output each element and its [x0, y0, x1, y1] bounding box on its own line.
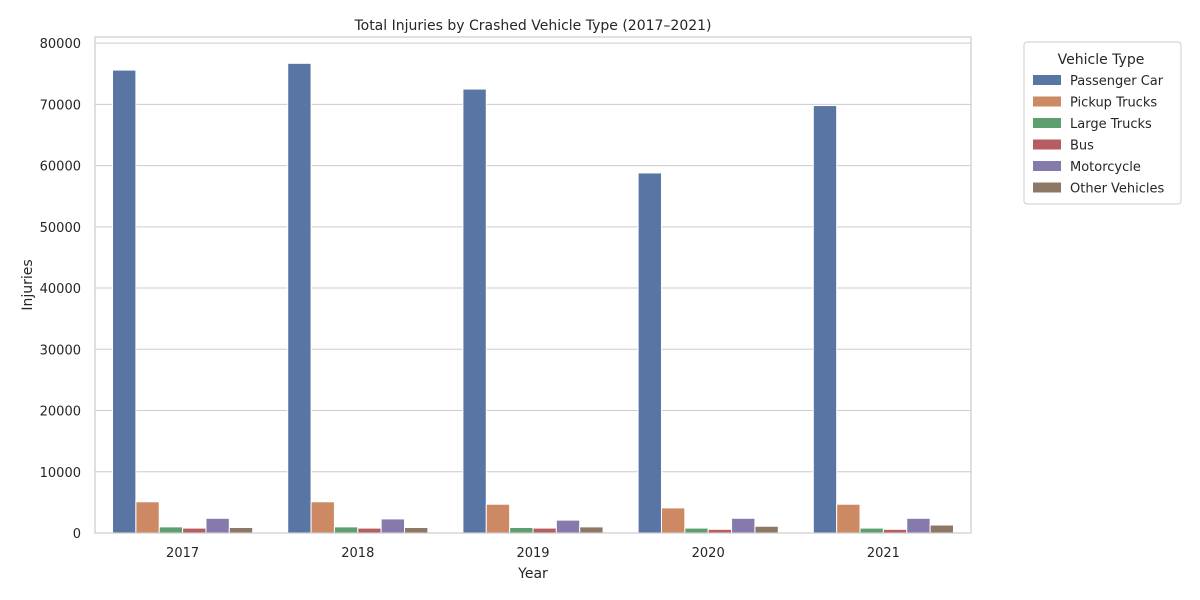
legend-label: Bus — [1070, 139, 1094, 154]
bar-other-vehicles-2017 — [228, 526, 254, 534]
y-tick-label: 10000 — [40, 466, 81, 481]
bar-pickup-trucks-2019 — [485, 503, 511, 534]
x-tick-label: 2018 — [341, 546, 374, 561]
x-tick-label: 2019 — [516, 546, 549, 561]
y-tick-label: 20000 — [40, 405, 81, 420]
bar-bus-2017 — [182, 527, 207, 534]
plot-frame — [94, 36, 972, 534]
bar-other-vehicles-2021 — [929, 524, 954, 534]
y-axis: 0 10000 20000 30000 40000 50000 60000 70000 8000… — [40, 37, 81, 542]
y-tick-label: 40000 — [40, 282, 81, 297]
legend-swatch — [1033, 182, 1061, 193]
legend-swatch — [1033, 139, 1061, 150]
bar-pickup-trucks-2021 — [836, 503, 861, 534]
bar-large-trucks-2021 — [859, 527, 884, 534]
bar-passenger-car-2017 — [112, 69, 137, 534]
bars — [112, 62, 954, 534]
bar-passenger-car-2020 — [637, 172, 662, 534]
bar-other-vehicles-2020 — [754, 525, 779, 534]
legend-swatch — [1033, 96, 1061, 107]
bar-large-trucks-2018 — [333, 526, 359, 534]
y-axis-label: Injuries — [20, 259, 36, 310]
x-axis: 2017 2018 2019 2020 2021 — [166, 546, 900, 561]
legend-label: Motorcycle — [1070, 160, 1141, 175]
bar-other-vehicles-2019 — [579, 526, 604, 534]
legend-label: Passenger Car — [1070, 74, 1164, 89]
x-tick-label: 2020 — [692, 546, 725, 561]
y-tick-label: 50000 — [40, 221, 81, 236]
bar-motorcycle-2017 — [205, 517, 230, 534]
legend-label: Large Trucks — [1070, 117, 1152, 132]
legend: Vehicle Type Passenger Car Pickup Trucks L… — [1023, 41, 1182, 205]
x-tick-label: 2021 — [867, 546, 900, 561]
y-tick-label: 80000 — [40, 37, 81, 52]
bar-large-trucks-2019 — [509, 526, 534, 534]
y-tick-label: 70000 — [40, 98, 81, 113]
bar-motorcycle-2018 — [380, 518, 406, 534]
y-tick-label: 30000 — [40, 343, 81, 358]
legend-label: Other Vehicles — [1070, 182, 1165, 197]
legend-swatch — [1033, 75, 1061, 85]
bar-passenger-car-2018 — [287, 62, 312, 534]
bar-motorcycle-2019 — [555, 519, 581, 534]
bar-large-trucks-2017 — [158, 526, 184, 534]
bar-motorcycle-2021 — [906, 517, 931, 534]
bar-pickup-trucks-2020 — [660, 507, 686, 534]
bar-passenger-car-2019 — [462, 88, 487, 534]
bar-motorcycle-2020 — [731, 517, 756, 534]
y-tick-label: 60000 — [40, 160, 81, 175]
x-tick-label: 2017 — [166, 546, 199, 561]
bar-other-vehicles-2018 — [404, 526, 429, 534]
bar-bus-2019 — [532, 527, 557, 534]
chart-title: Total Injuries by Crashed Vehicle Type (… — [353, 18, 711, 34]
legend-swatch — [1033, 161, 1061, 171]
x-axis-label: Year — [517, 566, 548, 582]
y-tick-label: 0 — [73, 527, 81, 542]
gridlines — [95, 42, 971, 534]
legend-swatch — [1033, 118, 1061, 128]
bar-bus-2018 — [357, 527, 382, 534]
legend-label: Pickup Trucks — [1070, 96, 1157, 111]
legend-frame — [1023, 41, 1182, 205]
legend-items: Passenger Car Pickup Trucks Large Trucks Bu… — [1033, 74, 1165, 197]
bar-pickup-trucks-2018 — [310, 501, 335, 534]
bar-pickup-trucks-2017 — [135, 501, 160, 534]
legend-title: Vehicle Type — [1058, 52, 1145, 68]
bar-passenger-car-2021 — [812, 105, 838, 534]
bar-large-trucks-2020 — [684, 527, 709, 534]
